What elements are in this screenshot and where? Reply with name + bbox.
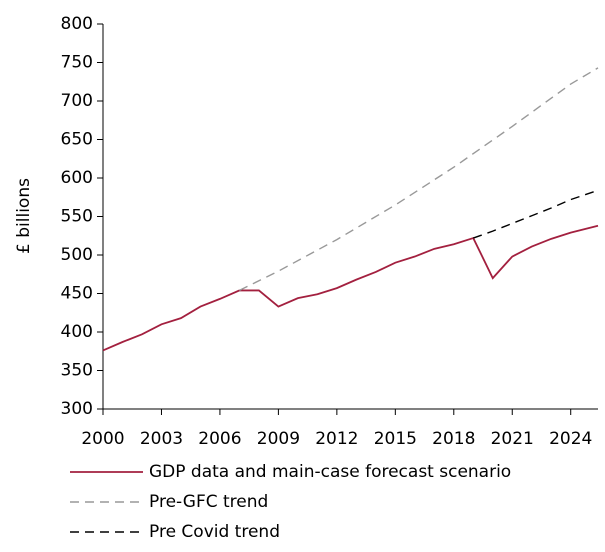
x-tick-label: 2009 bbox=[257, 429, 300, 449]
y-tick-label: 650 bbox=[61, 130, 93, 150]
y-tick-label: 350 bbox=[61, 361, 93, 381]
x-tick-label: 2003 bbox=[140, 429, 183, 449]
legend-label: Pre-GFC trend bbox=[149, 492, 268, 512]
y-tick-label: 400 bbox=[61, 322, 93, 342]
y-tick-label: 800 bbox=[61, 14, 93, 34]
y-tick-label: 450 bbox=[61, 284, 93, 304]
y-tick-label: 700 bbox=[61, 91, 93, 111]
x-tick-label: 2006 bbox=[198, 429, 241, 449]
x-tick-label: 2021 bbox=[491, 429, 534, 449]
y-tick-label: 500 bbox=[61, 245, 93, 265]
x-tick-label: 2024 bbox=[549, 429, 592, 449]
y-tick-label: 300 bbox=[61, 399, 93, 419]
x-tick-label: 2000 bbox=[81, 429, 124, 449]
series-line bbox=[473, 189, 599, 239]
y-tick-label: 550 bbox=[61, 207, 93, 227]
series-line bbox=[102, 224, 599, 352]
y-tick-label: 750 bbox=[61, 53, 93, 73]
legend-label: Pre Covid trend bbox=[149, 522, 280, 542]
y-axis-label: £ billions bbox=[14, 178, 34, 254]
series-line bbox=[239, 67, 599, 292]
x-tick-label: 2018 bbox=[432, 429, 475, 449]
x-tick-label: 2015 bbox=[374, 429, 417, 449]
x-tick-label: 2012 bbox=[315, 429, 358, 449]
legend-label: GDP data and main-case forecast scenario bbox=[149, 462, 511, 482]
y-tick-label: 600 bbox=[61, 168, 93, 188]
